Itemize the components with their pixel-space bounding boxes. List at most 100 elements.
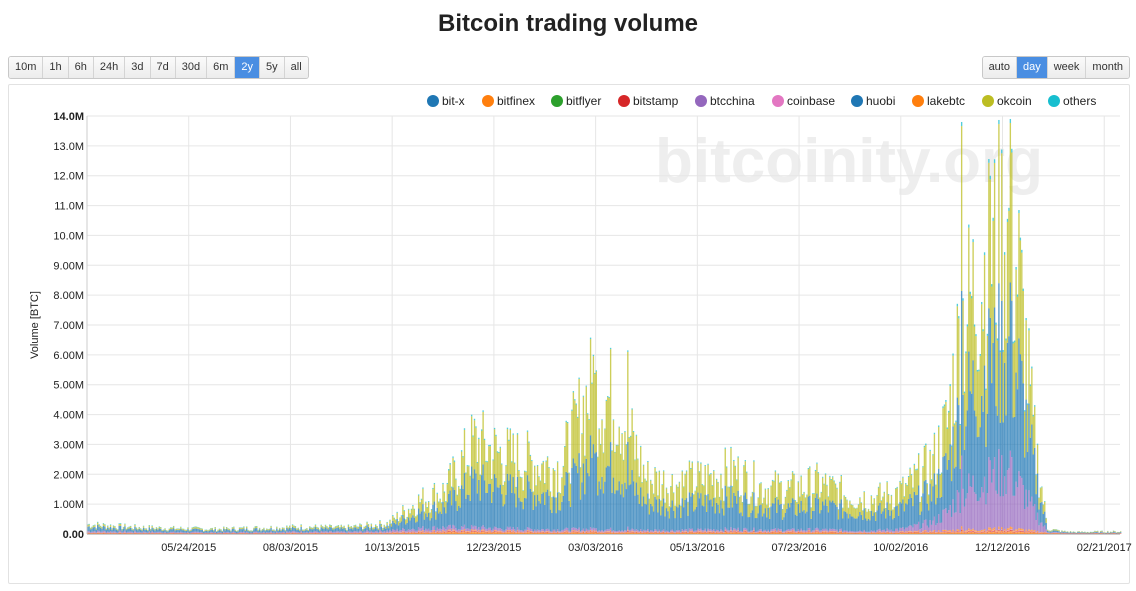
bar-others bbox=[655, 471, 658, 473]
bar-others bbox=[900, 483, 903, 485]
bar-btcchina bbox=[472, 526, 474, 531]
bar-okcoin bbox=[949, 386, 951, 445]
bar-btcchina bbox=[644, 530, 646, 532]
bar-btcchina bbox=[310, 531, 312, 533]
bar-btcchina bbox=[814, 528, 817, 531]
bar-okcoin bbox=[97, 522, 99, 525]
bar-lakebtc bbox=[635, 531, 638, 532]
bar-others bbox=[625, 444, 628, 445]
bar-lakebtc bbox=[945, 529, 947, 532]
range-button-5y[interactable]: 5y bbox=[260, 57, 285, 78]
bar-lakebtc bbox=[630, 531, 632, 533]
bar-okcoin bbox=[595, 371, 597, 453]
resolution-button-day[interactable]: day bbox=[1016, 57, 1048, 78]
bar-huobi bbox=[929, 483, 931, 521]
bar-btcchina bbox=[503, 530, 506, 533]
bar-huobi bbox=[472, 478, 474, 527]
bar-lakebtc bbox=[578, 530, 580, 532]
bar-huobi bbox=[466, 494, 469, 529]
bar-btcchina bbox=[392, 529, 394, 532]
range-button-3d[interactable]: 3d bbox=[125, 57, 151, 78]
bar-btcchina bbox=[327, 531, 330, 534]
bar-bitstamp bbox=[482, 530, 484, 532]
resolution-button-auto[interactable]: auto bbox=[982, 57, 1017, 78]
bar-others bbox=[535, 485, 537, 486]
bar-okcoin bbox=[727, 487, 729, 508]
range-button-7d[interactable]: 7d bbox=[150, 57, 176, 78]
bar-huobi bbox=[935, 504, 937, 526]
bar-bitfinex bbox=[917, 532, 920, 534]
range-button-6h[interactable]: 6h bbox=[68, 57, 94, 78]
bar-lakebtc bbox=[512, 530, 514, 531]
bar-huobi bbox=[730, 485, 732, 528]
bar-huobi bbox=[185, 530, 188, 533]
bar-others bbox=[581, 433, 583, 435]
bar-okcoin bbox=[286, 526, 288, 528]
bar-btcchina bbox=[743, 528, 745, 531]
bar-okcoin bbox=[773, 481, 775, 504]
bar-okcoin bbox=[263, 528, 265, 530]
range-button-6m[interactable]: 6m bbox=[207, 57, 236, 78]
bar-btcchina bbox=[707, 528, 709, 531]
bar-btcchina bbox=[127, 531, 129, 534]
bar-bitfinex bbox=[389, 533, 391, 534]
range-button-1h[interactable]: 1h bbox=[43, 57, 69, 78]
bar-lakebtc bbox=[955, 531, 957, 533]
resolution-button-month[interactable]: month bbox=[1086, 57, 1129, 78]
bar-okcoin bbox=[289, 526, 291, 528]
bar-lakebtc bbox=[472, 530, 474, 531]
bar-bitfinex bbox=[548, 532, 550, 534]
bar-lakebtc bbox=[790, 530, 792, 532]
resolution-button-week[interactable]: week bbox=[1047, 57, 1087, 78]
bar-okcoin bbox=[422, 488, 424, 505]
bar-okcoin bbox=[751, 492, 754, 511]
bar-btcchina bbox=[303, 532, 305, 534]
bar-okcoin bbox=[339, 527, 341, 530]
bar-others bbox=[938, 425, 940, 428]
bar-bitfinex bbox=[846, 533, 848, 534]
bar-huobi bbox=[300, 526, 302, 531]
range-button-30d[interactable]: 30d bbox=[175, 57, 208, 78]
bar-bitfinex bbox=[744, 532, 746, 534]
bar-okcoin bbox=[698, 472, 701, 499]
bar-others bbox=[591, 382, 593, 384]
bar-okcoin bbox=[321, 526, 324, 529]
bar-btcchina bbox=[324, 531, 327, 533]
bar-huobi bbox=[955, 466, 957, 513]
bar-bitstamp bbox=[566, 531, 569, 533]
range-button-10m[interactable]: 10m bbox=[9, 57, 44, 78]
bar-bitfinex bbox=[877, 532, 880, 534]
bar-okcoin bbox=[703, 486, 705, 507]
bar-bitfinex bbox=[291, 533, 294, 534]
bar-btcchina bbox=[791, 528, 794, 531]
bar-bitstamp bbox=[489, 531, 491, 533]
bar-huobi bbox=[958, 405, 960, 493]
bar-okcoin bbox=[538, 476, 540, 502]
bar-bitfinex bbox=[585, 532, 587, 534]
bar-huobi bbox=[223, 528, 225, 532]
bar-huobi bbox=[392, 520, 394, 530]
bar-bitfinex bbox=[863, 532, 865, 534]
bar-lakebtc bbox=[900, 531, 903, 532]
range-button-24h[interactable]: 24h bbox=[93, 57, 126, 78]
bar-btcchina bbox=[430, 529, 433, 533]
range-button-all[interactable]: all bbox=[284, 57, 308, 78]
bar-btcchina bbox=[141, 532, 143, 534]
bar-others bbox=[631, 408, 633, 410]
bar-okcoin bbox=[867, 509, 870, 519]
bar-btcchina bbox=[936, 523, 938, 532]
bar-others bbox=[134, 524, 136, 525]
bar-btcchina bbox=[857, 531, 860, 533]
bar-btcchina bbox=[185, 532, 188, 534]
bar-huobi bbox=[796, 515, 798, 532]
bar-bitfinex bbox=[483, 532, 486, 534]
bar-btcchina bbox=[157, 532, 159, 534]
bar-okcoin bbox=[459, 489, 461, 508]
bar-others bbox=[597, 456, 599, 458]
bar-btcchina bbox=[233, 531, 235, 533]
bar-huobi bbox=[756, 518, 758, 532]
bar-bitfinex bbox=[804, 533, 807, 534]
range-button-2y[interactable]: 2y bbox=[235, 57, 261, 78]
bar-okcoin bbox=[733, 461, 735, 493]
bar-bitstamp bbox=[899, 532, 901, 533]
